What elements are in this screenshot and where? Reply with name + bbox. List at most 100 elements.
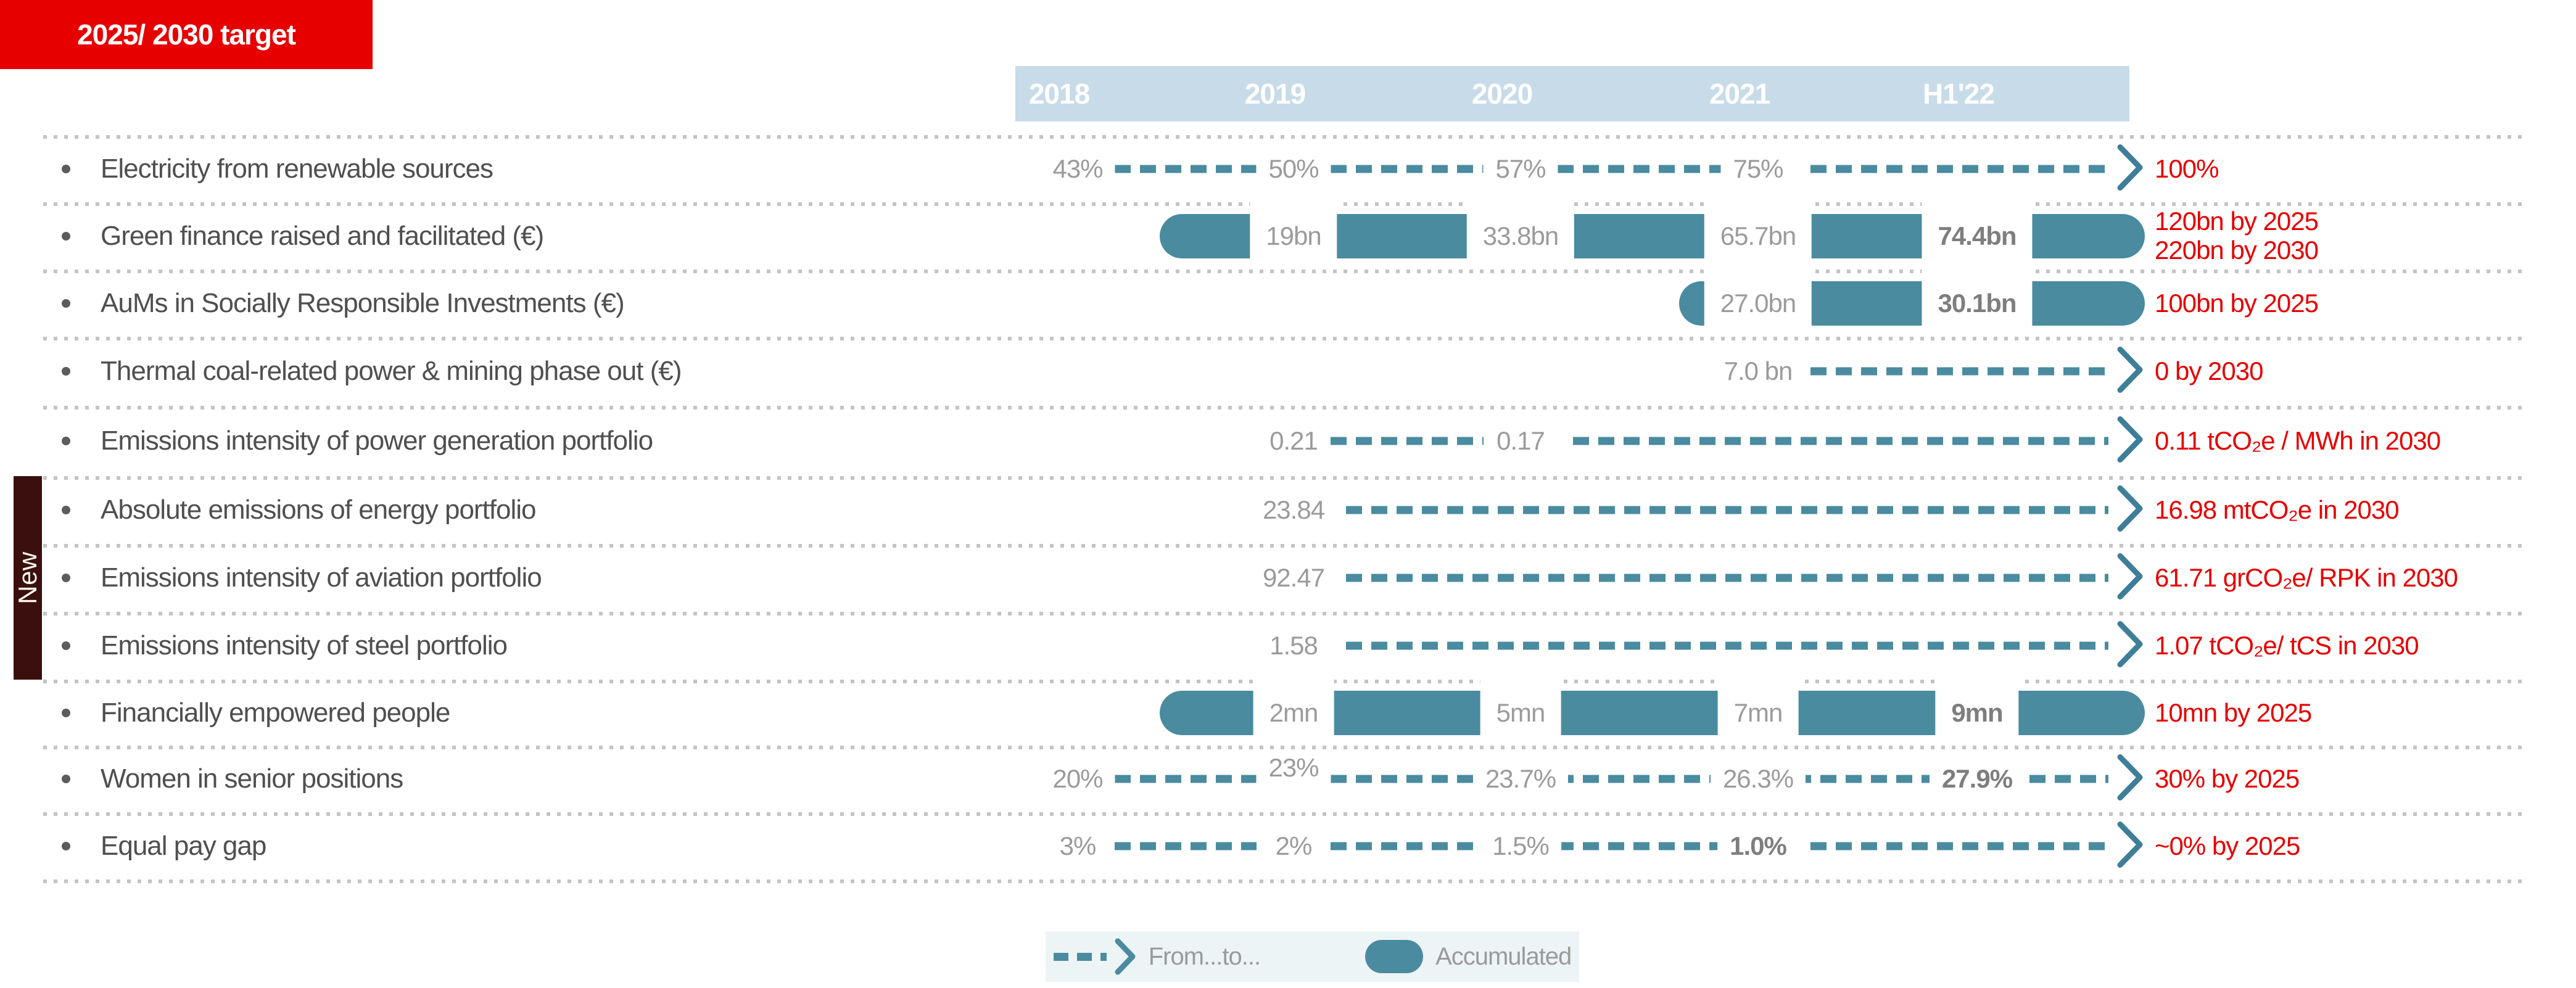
trend-dash-line [1558,165,1721,173]
row-label: Green finance raised and facilitated (€) [101,220,544,251]
row-label: Financially empowered people [101,697,450,728]
table-row: Emissions intensity of aviation portfoli… [0,544,2576,612]
value-cell: 7mn [1733,698,1783,727]
row-separator-line [43,544,2523,548]
table-row: Financially empowered people 2mn 5mn 7mn 9mn… [0,680,2576,746]
arrow-head-icon [1115,938,1136,975]
legend-accumulated-label: Accumulated [1435,942,1572,970]
value-cell: 2% [1263,828,1324,863]
arrow-head-icon [2116,753,2144,805]
legend: From...to... Accumulated [1046,931,1579,982]
arrow-head-icon [2116,620,2144,672]
value-cell: 50% [1256,151,1331,186]
value-cell: 92.47 [1250,561,1337,595]
row-separator-line [43,612,2523,615]
new-badge: New [13,476,42,680]
bar-value-gap: 74.4bn [1922,202,2033,270]
value-cell: 30.1bn [1938,288,2017,318]
trend-dash-line [1115,165,1257,173]
trend-dash-line [1331,842,1484,850]
row-label: Thermal coal-related power & mining phas… [101,356,682,386]
row-separator-line [43,337,2523,340]
table-row: Green finance raised and facilitated (€)… [0,202,2576,270]
bullet-icon [62,506,70,514]
value-cell: 26.3% [1710,762,1806,796]
value-cell: 1.5% [1480,828,1561,863]
table-row: Emissions intensity of steel portfolio 1.… [0,612,2576,680]
bullet-icon [62,231,70,241]
arrow-head-icon [2116,345,2144,398]
value-cell: 23.7% [1472,762,1569,796]
value-cell: 20% [1040,762,1115,796]
value-cell: 57% [1483,151,1558,186]
bar-value-gap: 30.1bn [1922,270,2033,337]
trend-dash-line [1346,506,2108,514]
value-cell: 33.8bn [1482,221,1559,250]
row-label: Emissions intensity of aviation portfoli… [101,562,542,593]
value-cell: 19bn [1266,221,1321,250]
row-label: Emissions intensity of power generation … [101,426,653,456]
legend-from-to-label: From...to... [1148,942,1261,970]
arrow-head-icon [2116,820,2144,872]
trend-dash-line [1331,775,1484,783]
trend-dash-line [2029,775,2108,783]
target-value: 100% [2155,154,2219,183]
row-separator-line [43,270,2523,273]
table-row: Thermal coal-related power & mining phas… [0,337,2576,406]
column-header: H1'22 [1923,78,1995,110]
target-value: 120bn by 2025 220bn by 2030 [2155,206,2319,265]
target-value: 30% by 2025 [2155,764,2300,794]
arrow-head-icon [2116,415,2144,467]
table-row: Equal pay gap 3% 2% 1.5% 1.0% ~0% by 2025 [0,812,2576,879]
bar-value-gap: 7mn [1717,680,1799,746]
bullet-icon [62,437,70,445]
row-label: AuMs in Socially Responsible Investments… [101,287,625,318]
trend-dash-line [1810,842,2108,850]
trend-dash-line [1810,367,2108,376]
column-header: 2021 [1709,78,1770,110]
row-separator-line [43,812,2523,816]
value-cell: 43% [1040,151,1115,186]
bullet-icon [62,298,70,308]
legend-from-to: From...to... [1053,937,1261,976]
value-cell: 65.7bn [1720,221,1796,250]
trend-dash-line [1810,165,2108,173]
trend-dash-line [1346,574,2108,582]
bar-value-gap: 33.8bn [1466,202,1575,270]
row-separator-line [43,406,2523,410]
target-value: 100bn by 2025 [2155,288,2319,318]
bullet-icon [62,164,70,173]
row-label: Emissions intensity of steel portfolio [101,630,508,661]
row-separator-line [43,879,2523,883]
year-header-band [1015,66,2129,121]
value-cell: 1.58 [1257,628,1330,663]
legend-accumulated: Accumulated [1365,940,1572,973]
target-value: 16.98 mtCO₂e in 2030 [2155,495,2400,525]
value-cell: 5mn [1496,698,1546,727]
row-separator-line [43,746,2523,749]
bullet-icon [62,641,70,650]
row-label: Absolute emissions of energy portfolio [101,495,537,525]
table-row: Women in senior positions 20% 23% 23.7% 26.3… [0,746,2576,812]
value-cell: 0.21 [1257,424,1330,458]
trend-dash-line [1795,775,1940,783]
bar-value-gap: 19bn [1250,202,1337,270]
target-value: 0.11 tCO₂e / MWh in 2030 [2155,426,2441,456]
column-header: 2020 [1471,78,1533,110]
bar-value-gap: 65.7bn [1704,202,1812,270]
row-separator-line [43,135,2523,139]
trend-dash-line [1331,437,1484,445]
value-cell: 0.17 [1484,424,1557,458]
arrow-head-icon [2116,484,2144,537]
table-row: Absolute emissions of energy portfolio 23… [0,476,2576,544]
target-value: 10mn by 2025 [2155,698,2312,727]
target-header: 2025/ 2030 target [0,0,373,69]
bar-value-gap: 27.0bn [1704,270,1812,337]
trend-dash-line [1331,165,1484,173]
value-cell: 1.0% [1717,828,1799,863]
trend-dash-line [1558,775,1721,783]
target-value: ~0% by 2025 [2155,831,2300,860]
value-cell: 7.0 bn [1711,354,1805,389]
trend-dash-line [1115,775,1257,783]
